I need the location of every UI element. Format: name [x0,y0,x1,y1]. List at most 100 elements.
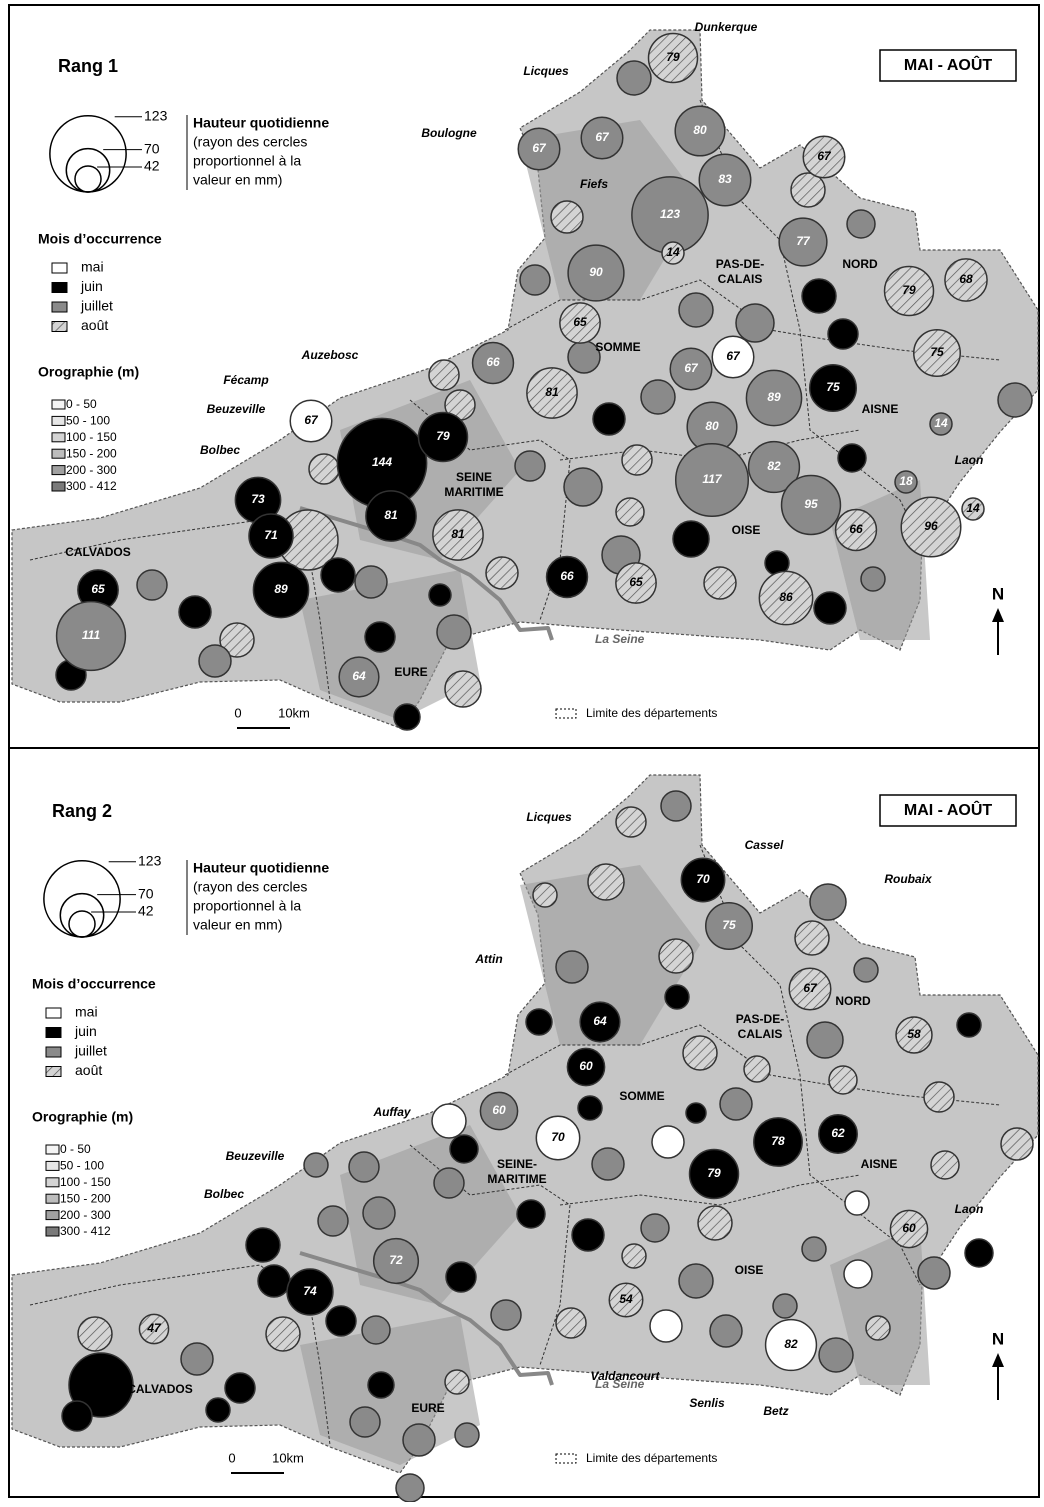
oro-swatch [46,1145,59,1154]
oro-legend-title: Orographie (m) [32,1109,133,1125]
station-circle [838,444,866,472]
station-circle [225,1373,255,1403]
station-circle [515,451,545,481]
station-circle [965,1239,993,1267]
station-circle [593,403,625,435]
department-label: EURE [411,1401,444,1415]
map-figure: La Seine79676780836712314779079686566676… [0,0,1044,1502]
station-value: 67 [304,413,319,427]
department-label: SEINE- [497,1157,537,1171]
station-circle [363,1197,395,1229]
station-value: 64 [352,669,366,683]
station-value: 72 [389,1253,403,1267]
station-circle [368,1372,394,1398]
station-circle [795,921,829,955]
size-legend-title: Hauteur quotidienne [193,860,329,876]
month-swatch [46,1067,61,1077]
station-value: 70 [696,872,710,886]
station-circle [924,1082,954,1112]
station-circle [78,1317,112,1351]
place-label: Betz [763,1404,788,1418]
department-label: SOMME [619,1089,664,1103]
month-swatch [52,302,67,312]
place-label: Beuzeville [226,1149,285,1163]
station-value: 64 [593,1014,607,1028]
station-circle [659,939,693,973]
station-circle [665,985,689,1009]
station-circle [486,557,518,589]
station-value: 67 [684,361,699,375]
month-legend-title: Mois d’occurrence [32,976,156,992]
place-label: Bolbec [204,1187,244,1201]
station-value: 60 [579,1059,593,1073]
month-swatch [46,1047,61,1057]
place-label: Auzebosc [301,348,359,362]
station-value: 78 [771,1134,785,1148]
oro-label: 100 - 150 [66,430,117,444]
place-label: Beuzeville [207,402,266,416]
station-circle [847,210,875,238]
station-circle [432,1104,466,1138]
station-circle [349,1152,379,1182]
station-circle [445,1370,469,1394]
station-value: 79 [666,50,680,64]
station-circle [802,279,836,313]
place-label: Laon [955,453,984,467]
month-swatch [52,322,67,332]
station-circle [258,1265,290,1297]
station-value: 86 [779,590,793,604]
period-label: MAI - AOÛT [904,800,993,819]
station-circle [698,1206,732,1240]
station-value: 66 [560,569,574,583]
month-label: juin [80,278,103,294]
station-circle [819,1338,853,1372]
station-value: 117 [702,472,722,486]
oro-label: 50 - 100 [66,414,110,428]
station-circle [810,884,846,920]
oro-label: 100 - 150 [60,1175,111,1189]
station-circle [773,1294,797,1318]
station-circle [434,1168,464,1198]
station-value: 77 [796,234,811,248]
place-label: Boulogne [421,126,477,140]
scale-zero: 0 [234,705,241,720]
station-circle [720,1088,752,1120]
panel-title: Rang 1 [58,56,118,76]
size-legend-label: 42 [138,903,154,919]
station-circle [556,1308,586,1338]
oro-label: 150 - 200 [60,1191,111,1205]
size-legend-label: 123 [144,107,168,123]
station-circle [362,1316,390,1344]
station-circle [199,645,231,677]
station-value: 67 [726,349,741,363]
station-value: 81 [545,385,559,399]
station-value: 70 [551,1130,565,1144]
station-circle [446,1262,476,1292]
oro-swatch [46,1161,59,1170]
place-label: Licques [526,810,572,824]
oro-legend-title: Orographie (m) [38,364,139,380]
scale-length: 10km [272,1450,304,1465]
station-circle [394,704,420,730]
boundary-legend: Limite des départements [586,706,717,720]
station-circle [517,1200,545,1228]
station-circle [578,1096,602,1120]
station-circle [683,1036,717,1070]
oro-label: 150 - 200 [66,446,117,460]
station-circle [854,958,878,982]
station-circle [326,1306,356,1336]
map-panel: La Seine70756758646060707862796072744754… [10,751,1038,1502]
station-value: 68 [959,272,973,286]
size-legend-label: 70 [144,140,160,156]
station-circle [736,304,774,342]
station-circle [616,498,644,526]
oro-swatch [52,400,65,409]
oro-swatch [46,1227,59,1236]
station-circle [403,1424,435,1456]
station-circle [652,1126,684,1158]
station-value: 18 [899,474,913,488]
place-label: Fécamp [223,373,268,387]
station-circle [592,1148,624,1180]
station-value: 67 [595,130,610,144]
department-label: PAS-DE- [736,1012,784,1026]
